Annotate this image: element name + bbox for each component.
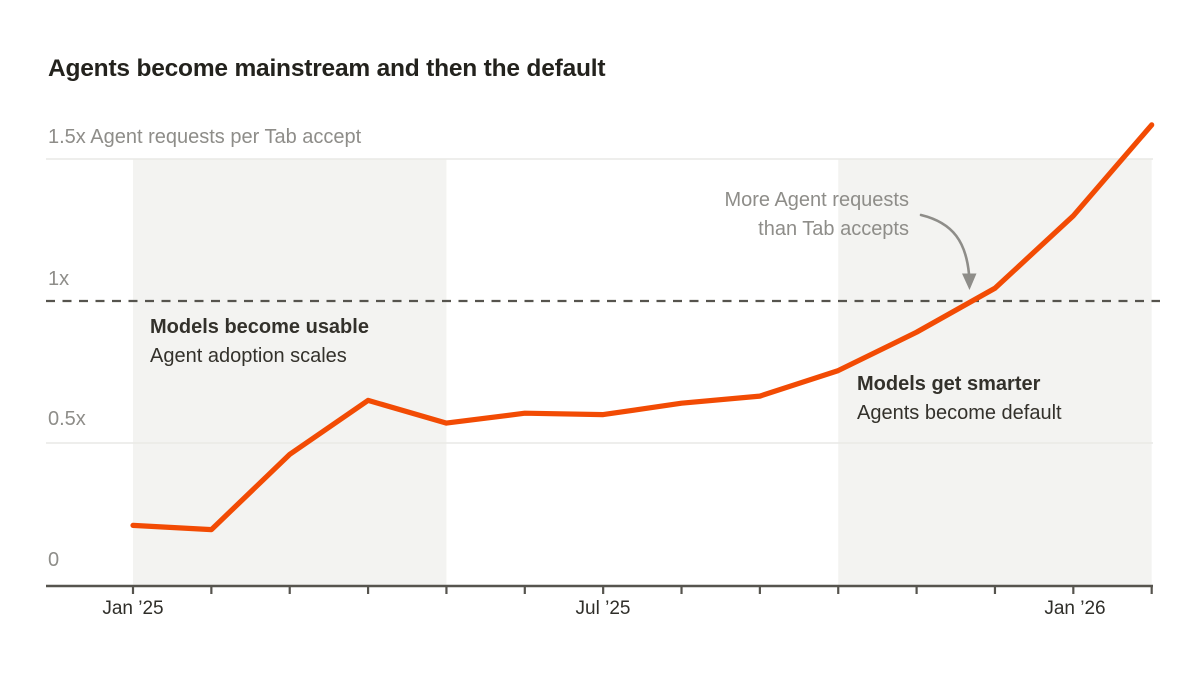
shaded-region-2 — [838, 159, 1152, 586]
x-axis-label-jul-25: Jul ’25 — [575, 598, 631, 619]
annotation-region1-bold-line: Models become usable — [150, 316, 369, 338]
y-axis-label-0-5x: 0.5x — [48, 408, 86, 430]
data-line-agent-requests-per-tab-accept — [130, 122, 1155, 533]
annotation-models-become-usable: Models become usable Agent adoption scal… — [150, 313, 369, 371]
y-axis-label-1x: 1x — [48, 268, 70, 290]
annotation-models-get-smarter: Models get smarter Agents become default — [857, 370, 1062, 428]
x-axis-label-jan-25: Jan ’25 — [102, 598, 164, 619]
y-axis-label-0: 0 — [48, 549, 60, 571]
x-axis-label-jan-26: Jan ’26 — [1044, 598, 1106, 619]
callout-line-2: than Tab accepts — [758, 218, 909, 240]
shaded-region-1 — [133, 159, 447, 586]
y-axis-label-1-5x: 1.5x Agent requests per Tab accept — [48, 126, 362, 148]
callout-line-1: More Agent requests — [724, 189, 909, 211]
annotation-region2-regular-line: Agents become default — [857, 402, 1062, 424]
annotation-region1-regular-line: Agent adoption scales — [150, 345, 347, 367]
chart-title: Agents become mainstream and then the de… — [48, 55, 606, 82]
annotation-region2-bold-line: Models get smarter — [857, 373, 1041, 395]
annotation-more-agent-requests: More Agent requests than Tab accepts — [724, 186, 909, 244]
